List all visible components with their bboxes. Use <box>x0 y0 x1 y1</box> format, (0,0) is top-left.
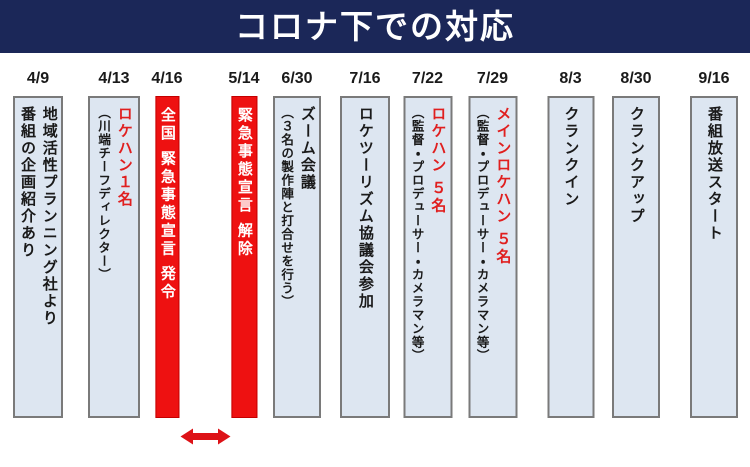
double-arrow-icon <box>180 428 231 445</box>
event-text: 緊急事態宣言 解除 <box>233 107 255 407</box>
event-text-line: （監督・プロデューサー・カメラマン等） <box>474 106 489 363</box>
timeline-event: 4/16 全国 緊急事態宣言 発令 <box>151 69 183 418</box>
event-text-line: ズーム会議 <box>298 106 316 191</box>
event-box: 緊急事態宣言 解除 <box>230 96 257 418</box>
timeline-event: 8/3 クランクイン <box>547 69 594 418</box>
event-date: 8/3 <box>559 70 582 87</box>
event-text: クランクイン <box>560 106 582 406</box>
event-box: ロケハン ５名 （監督・プロデューサー・カメラマン等） <box>403 96 452 418</box>
event-date: 6/30 <box>281 70 313 87</box>
timeline-event: 7/29 メインロケハン ５名 （監督・プロデューサー・カメラマン等） <box>468 69 517 418</box>
event-text-line: ロケツーリズム協議会参加 <box>356 106 374 310</box>
event-text-line: 番組放送スタート <box>705 106 723 242</box>
event-date: 7/22 <box>411 70 444 87</box>
event-text-line: ロケハン１名 <box>115 106 133 208</box>
event-text: ズーム会議 （３名の製作陣と打合せを行う） <box>276 106 318 406</box>
event-text: メインロケハン ５名 （監督・プロデューサー・カメラマン等） <box>472 106 514 406</box>
event-text: ロケハン１名 （川端チーフディレクター） <box>93 106 135 406</box>
timeline-event: 5/14 緊急事態宣言 解除 <box>228 69 260 418</box>
event-date: 4/13 <box>98 70 130 87</box>
event-text-line: （監督・プロデューサー・カメラマン等） <box>409 106 424 363</box>
event-box: 全国 緊急事態宣言 発令 <box>154 96 179 418</box>
event-box: メインロケハン ５名 （監督・プロデューサー・カメラマン等） <box>468 96 517 418</box>
event-box: ロケハン１名 （川端チーフディレクター） <box>88 96 140 418</box>
event-date: 8/30 <box>620 70 652 87</box>
event-box: ズーム会議 （３名の製作陣と打合せを行う） <box>273 96 321 418</box>
event-box: クランクアップ <box>612 96 660 418</box>
event-text: 全国 緊急事態宣言 発令 <box>156 107 178 407</box>
timeline-event: 4/13 ロケハン１名 （川端チーフディレクター） <box>88 69 140 418</box>
event-text-line: ロケハン ５名 <box>429 106 447 215</box>
event-date: 5/14 <box>228 70 260 87</box>
event-date: 9/16 <box>698 70 730 87</box>
event-box: ロケツーリズム協議会参加 <box>340 96 390 418</box>
title-banner: コロナ下での対応 <box>0 0 750 53</box>
event-text: クランクアップ <box>625 106 647 406</box>
event-text-line: 地域活性プランニング社より <box>40 106 58 327</box>
event-text-line: （３名の製作陣と打合せを行う） <box>279 106 294 309</box>
event-date: 7/16 <box>349 70 381 87</box>
event-text-line: 番組の企画紹介あり <box>19 106 36 259</box>
event-text-line: 全国 緊急事態宣言 発令 <box>158 107 176 302</box>
event-box: 番組放送スタート <box>690 96 738 418</box>
event-box: 地域活性プランニング社より 番組の企画紹介あり <box>13 96 63 418</box>
timeline-event: 7/16 ロケツーリズム協議会参加 <box>340 69 390 418</box>
event-date: 4/16 <box>151 70 183 87</box>
event-box: クランクイン <box>547 96 594 418</box>
event-text-line: （川端チーフディレクター） <box>96 106 111 282</box>
event-text-line: クランクイン <box>562 106 580 208</box>
timeline-event: 7/22 ロケハン ５名 （監督・プロデューサー・カメラマン等） <box>403 69 452 418</box>
event-text-line: 緊急事態宣言 解除 <box>235 107 253 259</box>
event-text-line: クランクアップ <box>627 106 645 225</box>
timeline-event: 6/30 ズーム会議 （３名の製作陣と打合せを行う） <box>273 69 321 418</box>
event-text: ロケハン ５名 （監督・プロデューサー・カメラマン等） <box>407 106 449 406</box>
event-text: ロケツーリズム協議会参加 <box>354 106 376 406</box>
timeline-event: 9/16 番組放送スタート <box>690 69 738 418</box>
event-text: 地域活性プランニング社より 番組の企画紹介あり <box>16 106 60 406</box>
timeline-event: 4/9 地域活性プランニング社より 番組の企画紹介あり <box>13 69 63 418</box>
event-text: 番組放送スタート <box>703 106 725 406</box>
event-date: 7/29 <box>476 70 509 87</box>
event-text-line: メインロケハン ５名 <box>494 106 512 266</box>
slide-title: コロナ下での対応 <box>235 8 515 45</box>
timeline-event: 8/30 クランクアップ <box>612 69 660 418</box>
event-date: 4/9 <box>26 70 50 87</box>
